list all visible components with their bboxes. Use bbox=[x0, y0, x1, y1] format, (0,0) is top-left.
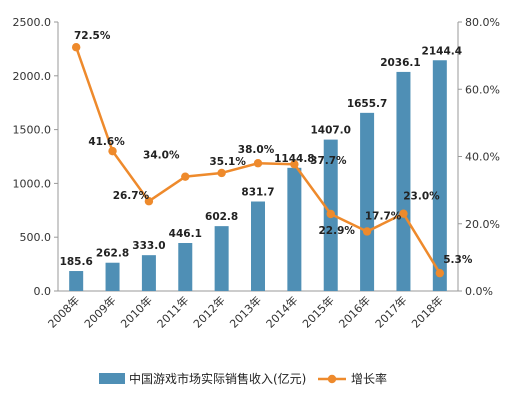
y-tick-label-left: 1000.0 bbox=[13, 177, 52, 190]
x-tick-label: 2010年 bbox=[118, 293, 155, 330]
legend-swatch-marker bbox=[327, 374, 337, 384]
bar bbox=[396, 71, 411, 291]
growth-point bbox=[326, 209, 335, 219]
bar bbox=[432, 60, 447, 292]
x-tick-label: 2011年 bbox=[154, 293, 191, 330]
y-tick-label-right: 20.0% bbox=[465, 218, 500, 231]
x-tick-label: 2017年 bbox=[372, 293, 409, 330]
x-tick-label: 2012年 bbox=[190, 293, 227, 330]
y-tick-label-right: 80.0% bbox=[465, 16, 500, 29]
growth-point bbox=[217, 168, 226, 178]
legend-swatch-bar bbox=[99, 373, 125, 384]
x-tick-label: 2018年 bbox=[408, 293, 445, 330]
bar bbox=[105, 262, 120, 291]
y-tick-label-right: 0.0% bbox=[465, 285, 493, 298]
growth-point bbox=[108, 146, 117, 156]
bar-value-label: 1144.8 bbox=[274, 153, 315, 165]
growth-value-label: 17.7% bbox=[365, 210, 402, 222]
growth-value-label: 26.7% bbox=[113, 190, 150, 202]
y-tick-label-right: 40.0% bbox=[465, 151, 500, 164]
bar bbox=[360, 112, 375, 291]
bar bbox=[251, 201, 265, 291]
bar-value-label: 1655.7 bbox=[347, 98, 388, 110]
y-tick-label-left: 2000.0 bbox=[13, 70, 52, 83]
growth-value-label: 41.6% bbox=[88, 136, 125, 148]
bar-value-label: 2036.1 bbox=[380, 57, 421, 69]
growth-point bbox=[399, 209, 408, 218]
bar-value-label: 262.8 bbox=[96, 248, 129, 260]
legend-label-line: 增长率 bbox=[351, 371, 387, 386]
x-tick-label: 2016年 bbox=[336, 293, 373, 330]
x-tick-label: 2008年 bbox=[45, 293, 82, 330]
growth-value-label: 38.0% bbox=[238, 144, 275, 156]
bar-value-label: 185.6 bbox=[60, 256, 93, 268]
growth-value-label: 37.7% bbox=[310, 155, 347, 167]
x-tick-label: 2015年 bbox=[299, 293, 336, 330]
growth-value-label: 22.9% bbox=[319, 225, 356, 237]
bar-value-label: 2144.4 bbox=[422, 45, 463, 57]
bar bbox=[69, 271, 84, 291]
growth-value-label: 35.1% bbox=[209, 156, 246, 168]
bar-value-label: 446.1 bbox=[169, 228, 202, 240]
legend-label-bar: 中国游戏市场实际销售收入(亿元) bbox=[129, 371, 306, 386]
x-tick-label: 2013年 bbox=[227, 293, 264, 330]
growth-point bbox=[181, 172, 190, 181]
growth-value-label: 72.5% bbox=[74, 30, 111, 42]
growth-value-label: 23.0% bbox=[403, 191, 440, 203]
bar-value-label: 333.0 bbox=[132, 240, 165, 252]
bar bbox=[141, 255, 156, 291]
y-tick-label-left: 500.0 bbox=[20, 231, 52, 244]
x-tick-label: 2009年 bbox=[81, 293, 118, 330]
y-tick-label-right: 60.0% bbox=[465, 83, 500, 96]
growth-value-label: 34.0% bbox=[143, 150, 180, 162]
growth-point bbox=[71, 43, 81, 52]
growth-value-label: 5.3% bbox=[443, 254, 473, 266]
growth-point bbox=[290, 160, 299, 169]
y-tick-label-left: 0.0 bbox=[34, 285, 52, 298]
bar-value-label: 602.8 bbox=[205, 211, 238, 223]
y-tick-label-left: 1500.0 bbox=[13, 124, 52, 137]
bar bbox=[178, 242, 193, 291]
growth-point bbox=[362, 227, 372, 236]
bar-value-label: 831.7 bbox=[241, 187, 274, 199]
x-tick-label: 2014年 bbox=[263, 293, 300, 330]
growth-point bbox=[435, 268, 445, 278]
bar bbox=[214, 226, 229, 291]
growth-point bbox=[253, 159, 263, 168]
growth-point bbox=[144, 197, 154, 206]
y-tick-label-left: 2500.0 bbox=[13, 16, 52, 29]
bar bbox=[287, 167, 302, 291]
bar-value-label: 1407.0 bbox=[310, 125, 351, 137]
